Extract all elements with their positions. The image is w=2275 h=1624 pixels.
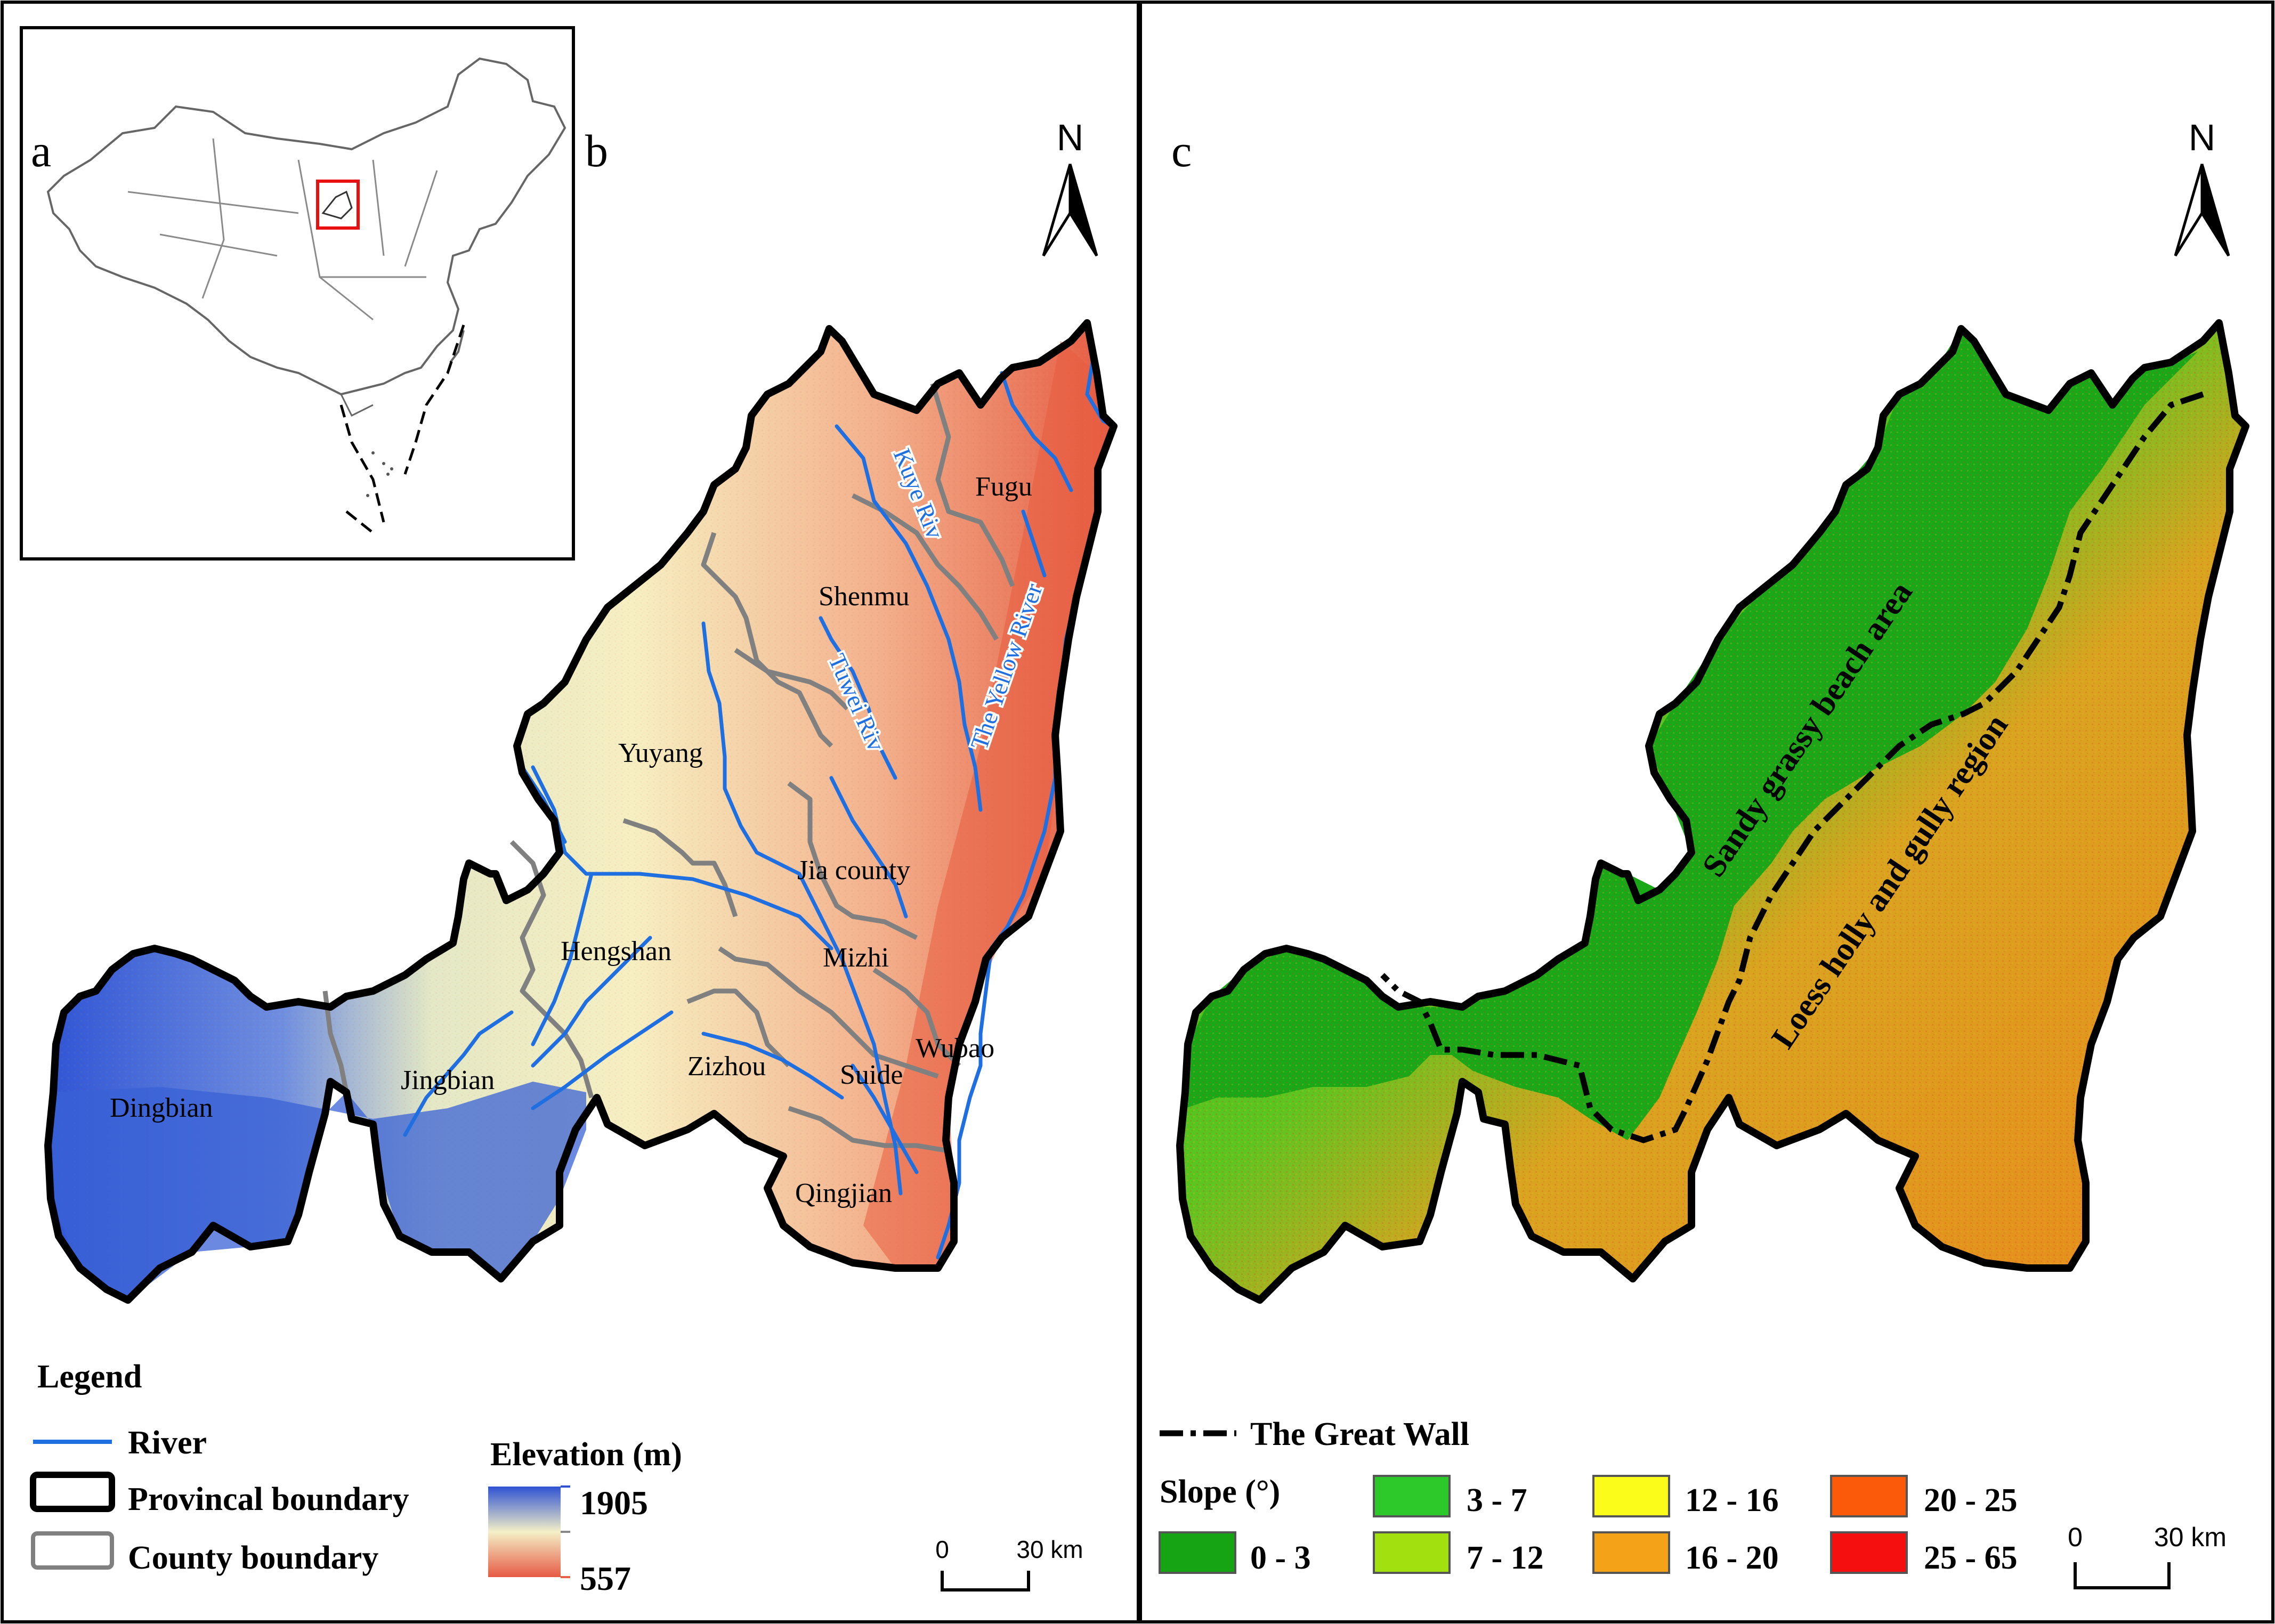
panel-c-frame xyxy=(1137,1,2274,1623)
tributary xyxy=(1000,371,1073,492)
tributary xyxy=(531,936,652,1068)
county-swatch xyxy=(31,1531,114,1570)
scale-distance: 30 km xyxy=(2154,1522,2227,1552)
county-label: Fugu xyxy=(975,472,1032,502)
provincial-legend-label: Provincal boundary xyxy=(128,1481,409,1517)
kuye-river xyxy=(835,424,983,812)
tributary xyxy=(829,776,908,919)
scale-zero: 0 xyxy=(935,1536,949,1563)
elevation-map: Fugu Shenmu Yuyang Jia county Hengshan M… xyxy=(48,323,1114,1300)
slope-class-label: 0 - 3 xyxy=(1250,1540,1311,1576)
county-labels: Fugu Shenmu Yuyang Jia county Hengshan M… xyxy=(110,472,1032,1208)
tributary xyxy=(701,1032,844,1100)
study-area-box xyxy=(316,180,360,230)
panel-a-label: a xyxy=(31,125,51,176)
scale-zero: 0 xyxy=(2068,1522,2083,1552)
county-label: Qingjian xyxy=(795,1178,892,1208)
elevation-min: 557 xyxy=(580,1560,631,1597)
slope-swatch xyxy=(1830,1531,1908,1574)
county-label: Hengshan xyxy=(561,936,671,967)
slope-map: Sandy grassy beach area Loess holly and … xyxy=(1180,323,2246,1300)
tributary xyxy=(531,1010,674,1110)
slope-swatch xyxy=(1373,1475,1451,1517)
north-label: N xyxy=(2189,117,2216,158)
elevation-title: Elevation (m) xyxy=(490,1436,682,1473)
slope-class-label: 20 - 25 xyxy=(1924,1482,2018,1519)
panel-c-label: c xyxy=(1171,125,1192,176)
slope-class-label: 3 - 7 xyxy=(1467,1482,1527,1519)
county-legend-label: County boundary xyxy=(128,1540,378,1576)
slope-class-label: 16 - 20 xyxy=(1685,1540,1779,1576)
tributary xyxy=(403,1010,514,1137)
county-label: Yuyang xyxy=(618,738,703,768)
nine-dash-line xyxy=(339,324,465,534)
tributary xyxy=(1021,509,1047,578)
great-wall-line xyxy=(1380,391,2204,1143)
scale-distance: 30 km xyxy=(1016,1536,1083,1563)
slope-swatch xyxy=(1373,1531,1451,1574)
scale-bar-b: 0 30 km xyxy=(935,1536,1083,1591)
elevation-ramp xyxy=(488,1487,561,1577)
slope-class-label: 12 - 16 xyxy=(1685,1482,1779,1519)
county-label: Suide xyxy=(840,1060,903,1090)
slope-swatch xyxy=(1592,1475,1670,1517)
panel-b-frame xyxy=(1,1,1142,1623)
taiwan-outline xyxy=(449,330,465,363)
slope-swatch xyxy=(1159,1531,1236,1574)
slope-class-label: 25 - 65 xyxy=(1924,1540,2018,1576)
county-label: Jia county xyxy=(797,855,910,886)
county-label: Wubao xyxy=(916,1033,994,1063)
county-label: Shenmu xyxy=(819,581,909,612)
elevation-max: 1905 xyxy=(580,1484,648,1522)
panel-b-label: b xyxy=(585,125,608,176)
tributary xyxy=(851,1063,919,1174)
river-legend-label: River xyxy=(128,1425,207,1461)
province-lines xyxy=(127,138,438,321)
south-sea-islands xyxy=(366,451,393,497)
scale-bar-c: 0 30 km xyxy=(2068,1522,2227,1589)
slope-swatch xyxy=(1830,1475,1908,1517)
legend-title: Legend xyxy=(37,1359,142,1395)
wuding-river xyxy=(701,621,903,1196)
slope-class-label: 7 - 12 xyxy=(1467,1540,1544,1576)
slope-title: Slope (°) xyxy=(1160,1474,1280,1510)
tributary xyxy=(531,872,594,1046)
slope-swatch xyxy=(1592,1531,1670,1574)
legend-panel-b: Legend River Provincal boundary County b… xyxy=(30,1359,682,1597)
county-boundaries xyxy=(322,383,1015,1154)
county-label: Dingbian xyxy=(110,1093,213,1123)
county-label: Jingbian xyxy=(401,1065,495,1095)
north-arrow-b: N xyxy=(1042,117,1098,257)
slope-legend-items: 0 - 3 3 - 7 7 - 12 12 - 16 16 - 20 20 - … xyxy=(1159,1475,2018,1576)
tuwei-river xyxy=(819,616,897,780)
provincial-swatch xyxy=(30,1472,115,1512)
high-elevation-zone xyxy=(51,1082,586,1300)
north-label: N xyxy=(1057,117,1084,158)
great-wall-legend-label: The Great Wall xyxy=(1250,1416,1469,1452)
county-label: Zizhou xyxy=(687,1051,766,1082)
china-outline xyxy=(46,57,566,396)
legend-panel-c: The Great Wall Slope (°) 0 - 3 3 - 7 7 -… xyxy=(1159,1416,2018,1576)
county-label: Mizhi xyxy=(823,943,889,973)
china-inset xyxy=(20,26,575,561)
north-arrow-c: N xyxy=(2174,117,2230,257)
